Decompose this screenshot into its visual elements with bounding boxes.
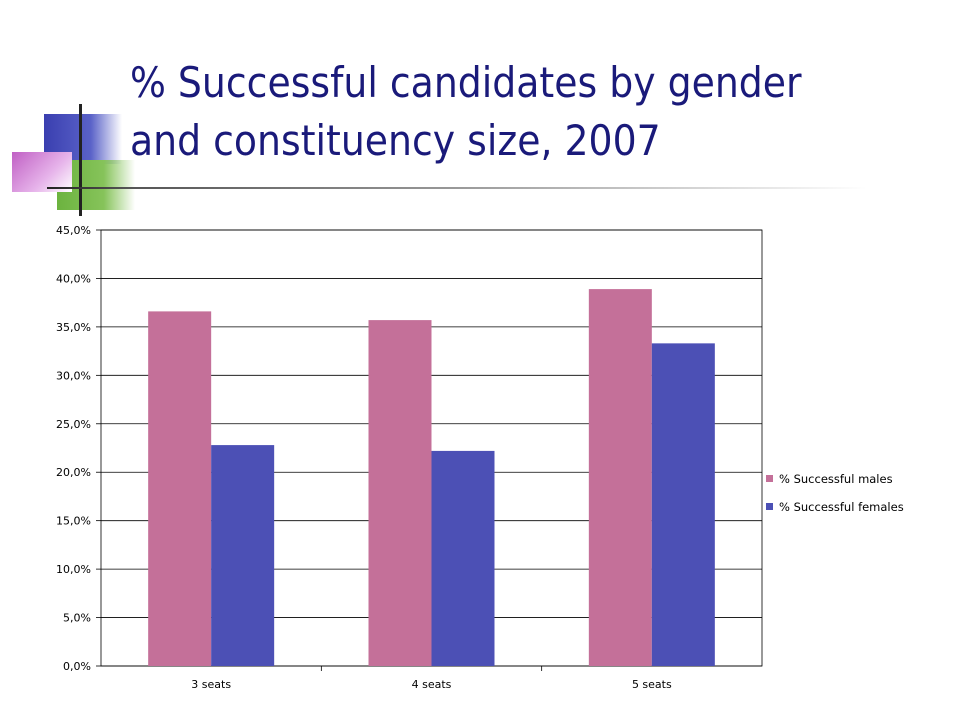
legend-swatch — [766, 475, 773, 482]
y-tick-label: 15,0% — [56, 515, 91, 528]
y-tick-label: 40,0% — [56, 272, 91, 285]
x-tick-label: 4 seats — [412, 678, 452, 691]
x-axis: 3 seats 4 seats 5 seats — [191, 666, 672, 691]
y-tick-label: 20,0% — [56, 466, 91, 479]
x-tick-label: 5 seats — [632, 678, 672, 691]
y-tick-label: 25,0% — [56, 418, 91, 431]
decor-vertical-line — [79, 104, 82, 216]
x-tick-label: 3 seats — [191, 678, 231, 691]
y-tick-label: 5,0% — [63, 612, 91, 625]
y-tick-label: 45,0% — [56, 224, 91, 237]
decor-pink-square — [12, 152, 72, 192]
bar-males-3-seats — [148, 311, 212, 666]
chart-bars — [148, 289, 715, 666]
bar-males-4-seats — [368, 320, 432, 666]
bar-males-5-seats — [588, 289, 652, 666]
legend-label: % Successful males — [779, 472, 893, 486]
y-tick-label: 35,0% — [56, 321, 91, 334]
bar-females-4-seats — [431, 450, 495, 666]
legend-swatch — [766, 503, 773, 510]
bar-females-5-seats — [651, 343, 715, 666]
y-axis: 0,0% 5,0% 10,0% 15,0% 20,0% 25,0% 30,0% 35,0% 40… — [56, 224, 101, 673]
y-tick-label: 0,0% — [63, 660, 91, 673]
legend-label: % Successful females — [779, 500, 904, 514]
slide-title: % Successful candidates by gender and co… — [130, 58, 802, 165]
chart-legend: % Successful males % Successful females — [766, 472, 904, 514]
y-tick-label: 10,0% — [56, 563, 91, 576]
y-tick-label: 30,0% — [56, 369, 91, 382]
title-underline — [47, 187, 867, 189]
bar-females-3-seats — [211, 445, 275, 666]
